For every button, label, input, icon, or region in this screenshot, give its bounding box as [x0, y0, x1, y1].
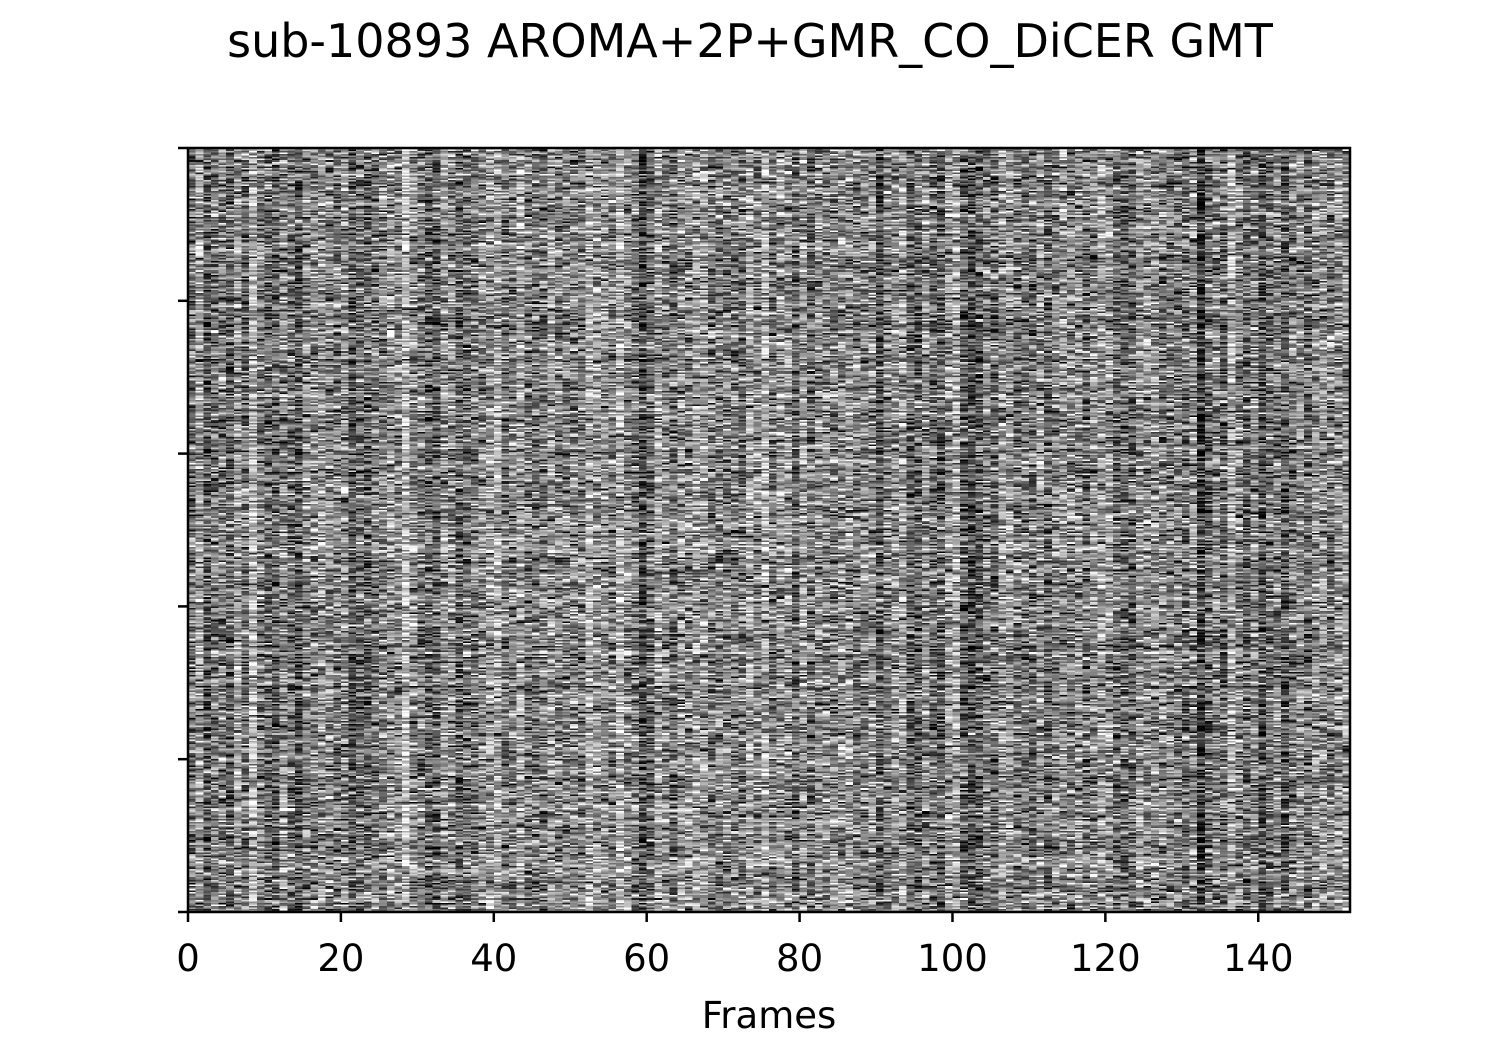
y-axis-ticks: [178, 146, 188, 914]
x-tick-label: 60: [623, 937, 670, 980]
chart-title: sub-10893 AROMA+2P+GMR_CO_DiCER GMT: [227, 14, 1273, 68]
carpet-raster: [188, 148, 1350, 912]
x-tick-label: 40: [470, 937, 517, 980]
plot-frame: [186, 146, 1352, 914]
x-tick-label: 120: [1070, 937, 1141, 980]
x-axis-label: Frames: [701, 994, 837, 1037]
carpet-heatmap: [188, 148, 1350, 912]
x-tick-label: 0: [176, 937, 200, 980]
x-axis-ticks: 0 20 40 60 80 100 120 140: [176, 912, 1294, 980]
x-tick-label: 100: [917, 937, 988, 980]
x-tick-label: 140: [1223, 937, 1294, 980]
x-tick-label: 80: [776, 937, 823, 980]
x-tick-label: 20: [317, 937, 364, 980]
